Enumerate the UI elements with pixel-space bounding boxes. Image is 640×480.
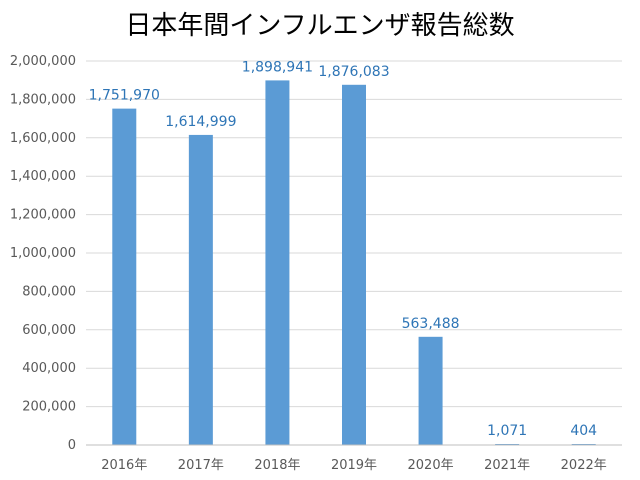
y-tick-label: 1,600,000 xyxy=(10,131,76,146)
x-category-label: 2021年 xyxy=(484,458,530,473)
data-label: 1,876,083 xyxy=(318,64,389,80)
y-tick-label: 800,000 xyxy=(22,284,76,299)
data-labels: 1,751,970 1,614,999 1,898,941 1,876,083 563,… xyxy=(89,59,598,439)
y-tick-label: 1,400,000 xyxy=(10,169,76,184)
y-tick-label: 1,000,000 xyxy=(10,246,76,261)
x-axis-category-labels: 2016年 2017年 2018年 2019年 2020年 2021年 2022年 xyxy=(101,458,607,473)
y-tick-label: 200,000 xyxy=(22,400,76,415)
x-category-label: 2018年 xyxy=(254,458,300,473)
bar xyxy=(265,80,290,446)
y-tick-label: 2,000,000 xyxy=(10,54,76,69)
y-tick-label: 600,000 xyxy=(22,323,76,338)
bar xyxy=(112,108,137,445)
data-label: 1,071 xyxy=(487,423,527,439)
x-category-label: 2016年 xyxy=(101,458,147,473)
data-label: 563,488 xyxy=(402,316,460,332)
bar xyxy=(188,134,213,445)
x-category-label: 2020年 xyxy=(408,458,454,473)
y-tick-label: 1,800,000 xyxy=(10,92,76,107)
y-axis-tick-labels: 0 200,000 400,000 600,000 800,000 1,000,000 1,… xyxy=(10,54,76,453)
x-category-label: 2019年 xyxy=(331,458,377,473)
x-category-label: 2022年 xyxy=(561,458,607,473)
bar xyxy=(342,84,366,446)
data-label: 1,898,941 xyxy=(242,59,313,75)
bars xyxy=(112,80,596,446)
y-tick-label: 0 xyxy=(68,438,76,453)
x-category-label: 2017年 xyxy=(178,458,224,473)
y-tick-label: 1,200,000 xyxy=(10,208,76,223)
data-label: 404 xyxy=(570,423,597,439)
data-label: 1,614,999 xyxy=(165,114,236,130)
bar xyxy=(418,336,443,445)
data-label: 1,751,970 xyxy=(89,88,160,104)
chart-title: 日本年間インフルエンザ報告総数 xyxy=(125,11,514,41)
y-tick-label: 400,000 xyxy=(22,361,76,376)
